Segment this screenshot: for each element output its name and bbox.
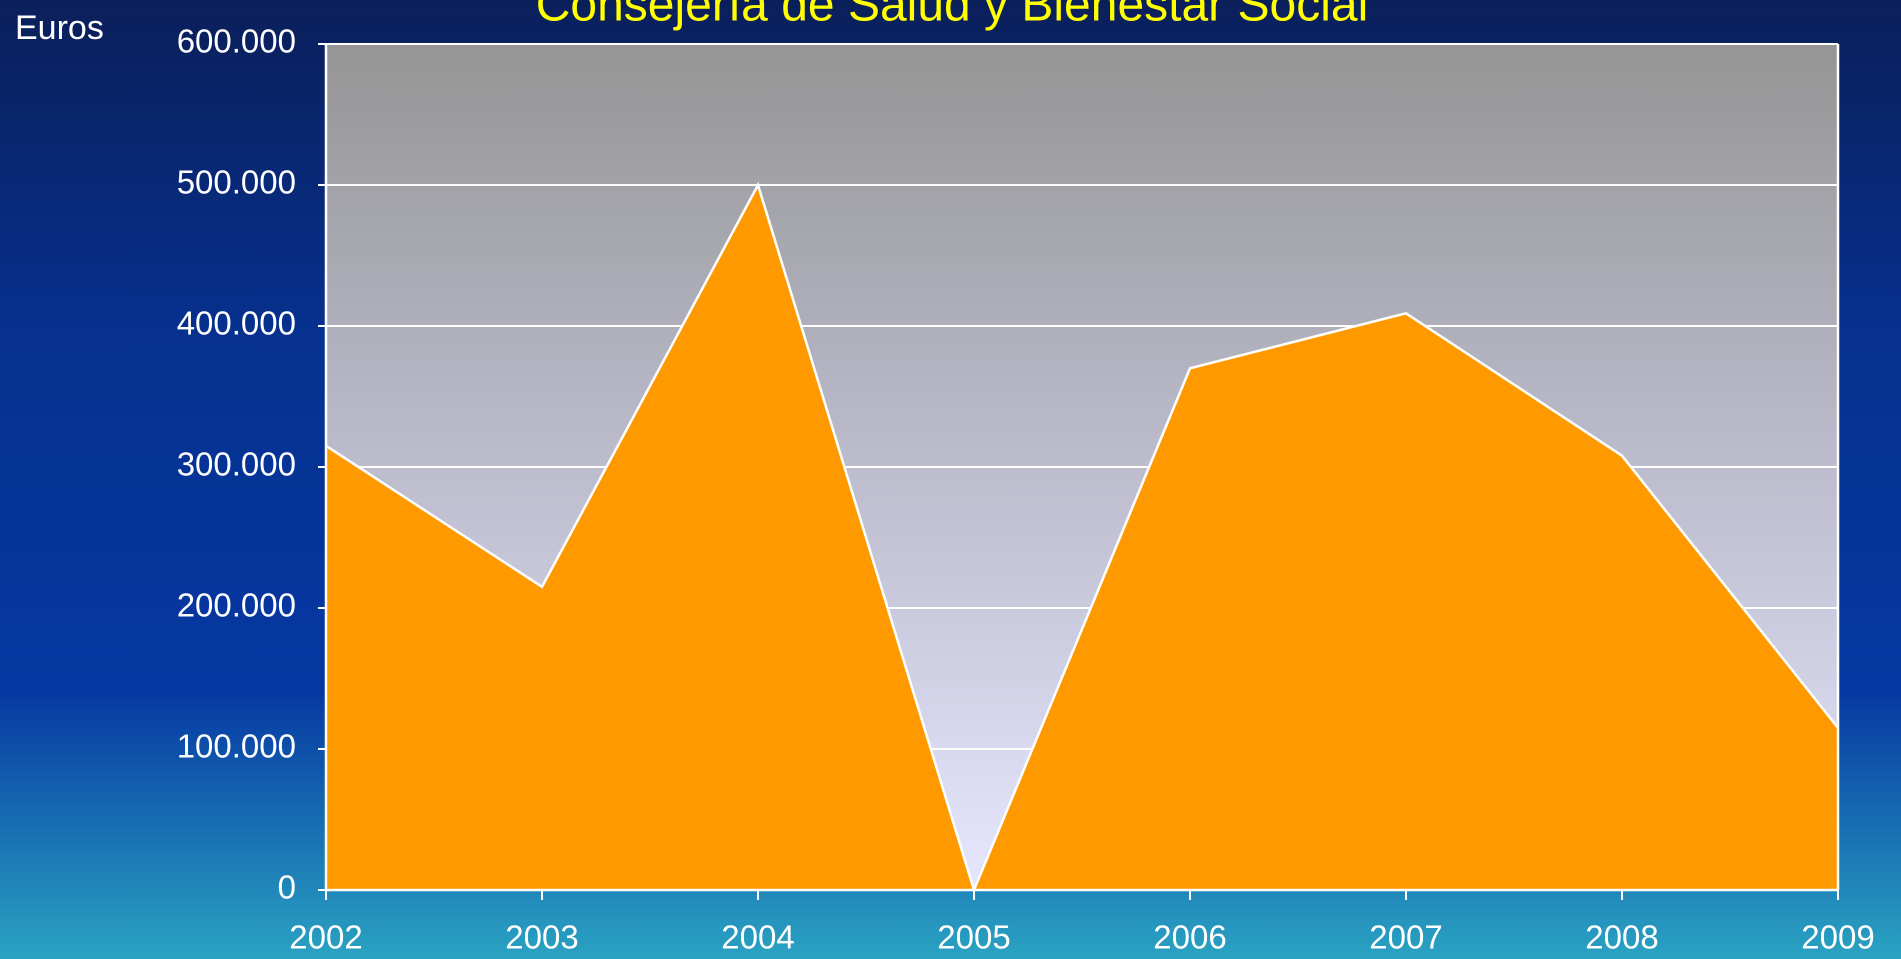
area [326, 185, 1838, 890]
y-tick-label: 500.000 [177, 164, 296, 201]
y-axis-label: Euros [15, 9, 104, 47]
x-tick-label: 2008 [1585, 919, 1658, 956]
x-tick-label: 2005 [937, 919, 1010, 956]
y-tick-label: 600.000 [177, 23, 296, 60]
y-tick-label: 0 [278, 869, 296, 906]
area-outline [325, 181, 1839, 894]
x-tick-label: 2006 [1153, 919, 1226, 956]
x-tick-label: 2007 [1369, 919, 1442, 956]
y-tick-label: 200.000 [177, 587, 296, 624]
x-tick-label: 2002 [289, 919, 362, 956]
y-tick-label: 400.000 [177, 305, 296, 342]
x-tick-label: 2009 [1801, 919, 1874, 956]
chart-title: Consejería de Salud y Bienestar Social [536, 0, 1368, 32]
x-tick-label: 2004 [721, 919, 794, 956]
x-tick-label: 2003 [505, 919, 578, 956]
y-tick-label: 300.000 [177, 446, 296, 483]
y-tick-label: 100.000 [177, 728, 296, 765]
